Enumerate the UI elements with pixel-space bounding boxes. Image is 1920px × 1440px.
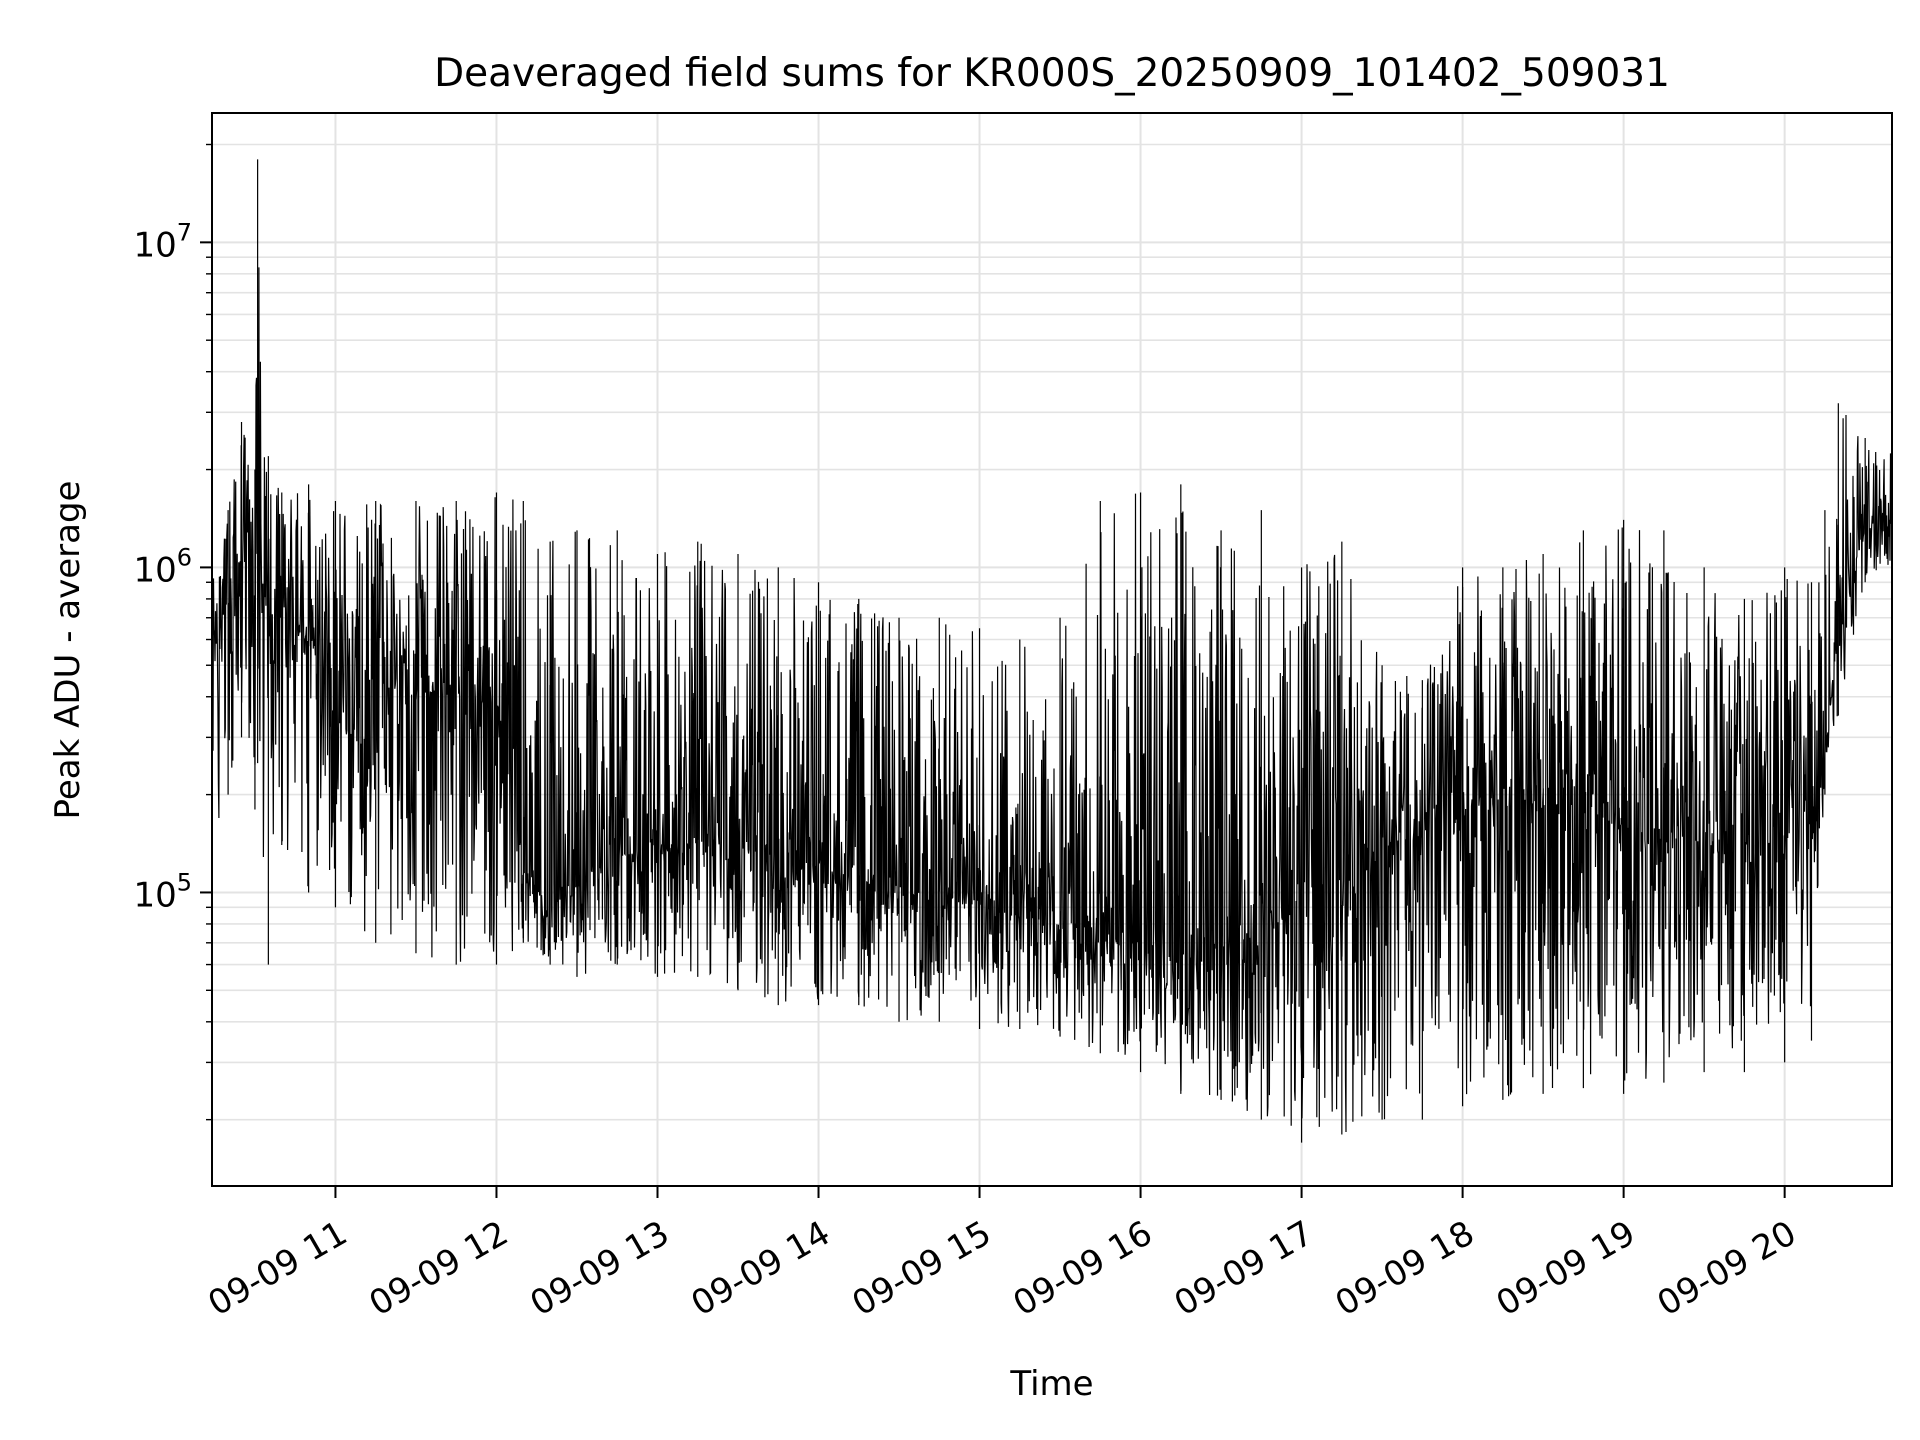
x-axis-label: Time <box>1009 1364 1093 1404</box>
y-tick-label: 107 <box>133 218 192 265</box>
x-tick-label: 09-09 15 <box>846 1213 998 1324</box>
y-tick-exponent: 6 <box>177 543 192 571</box>
y-tick-base: 10 <box>133 225 176 265</box>
x-tick-label: 09-09 16 <box>1007 1213 1159 1324</box>
x-tick-label: 09-09 20 <box>1651 1213 1803 1324</box>
x-tick-label: 09-09 17 <box>1168 1213 1320 1324</box>
x-tick-label: 09-09 11 <box>202 1213 354 1324</box>
x-axis-ticks: 09-09 11 09-09 12 09-09 13 09-09 14 09-09 15… <box>202 1186 1803 1324</box>
y-tick-label: 106 <box>133 543 192 590</box>
chart-title: Deaveraged field sums for KR000S_2025090… <box>434 51 1670 96</box>
x-tick-label: 09-09 19 <box>1490 1213 1642 1324</box>
x-tick-label: 09-09 14 <box>685 1213 837 1324</box>
series-line <box>211 267 1893 1133</box>
x-tick-label: 09-09 18 <box>1329 1213 1481 1324</box>
x-tick-label: 09-09 13 <box>524 1213 676 1324</box>
y-tick-label: 105 <box>133 868 192 915</box>
y-tick-base: 10 <box>133 550 176 590</box>
y-tick-exponent: 5 <box>177 868 192 896</box>
y-tick-base: 10 <box>133 875 176 915</box>
y-tick-exponent: 7 <box>177 218 192 246</box>
plot-frame <box>211 112 1893 1187</box>
data-series <box>211 159 1893 1143</box>
x-tick-label: 09-09 12 <box>363 1213 515 1324</box>
y-axis-label: Peak ADU - average <box>48 481 88 820</box>
